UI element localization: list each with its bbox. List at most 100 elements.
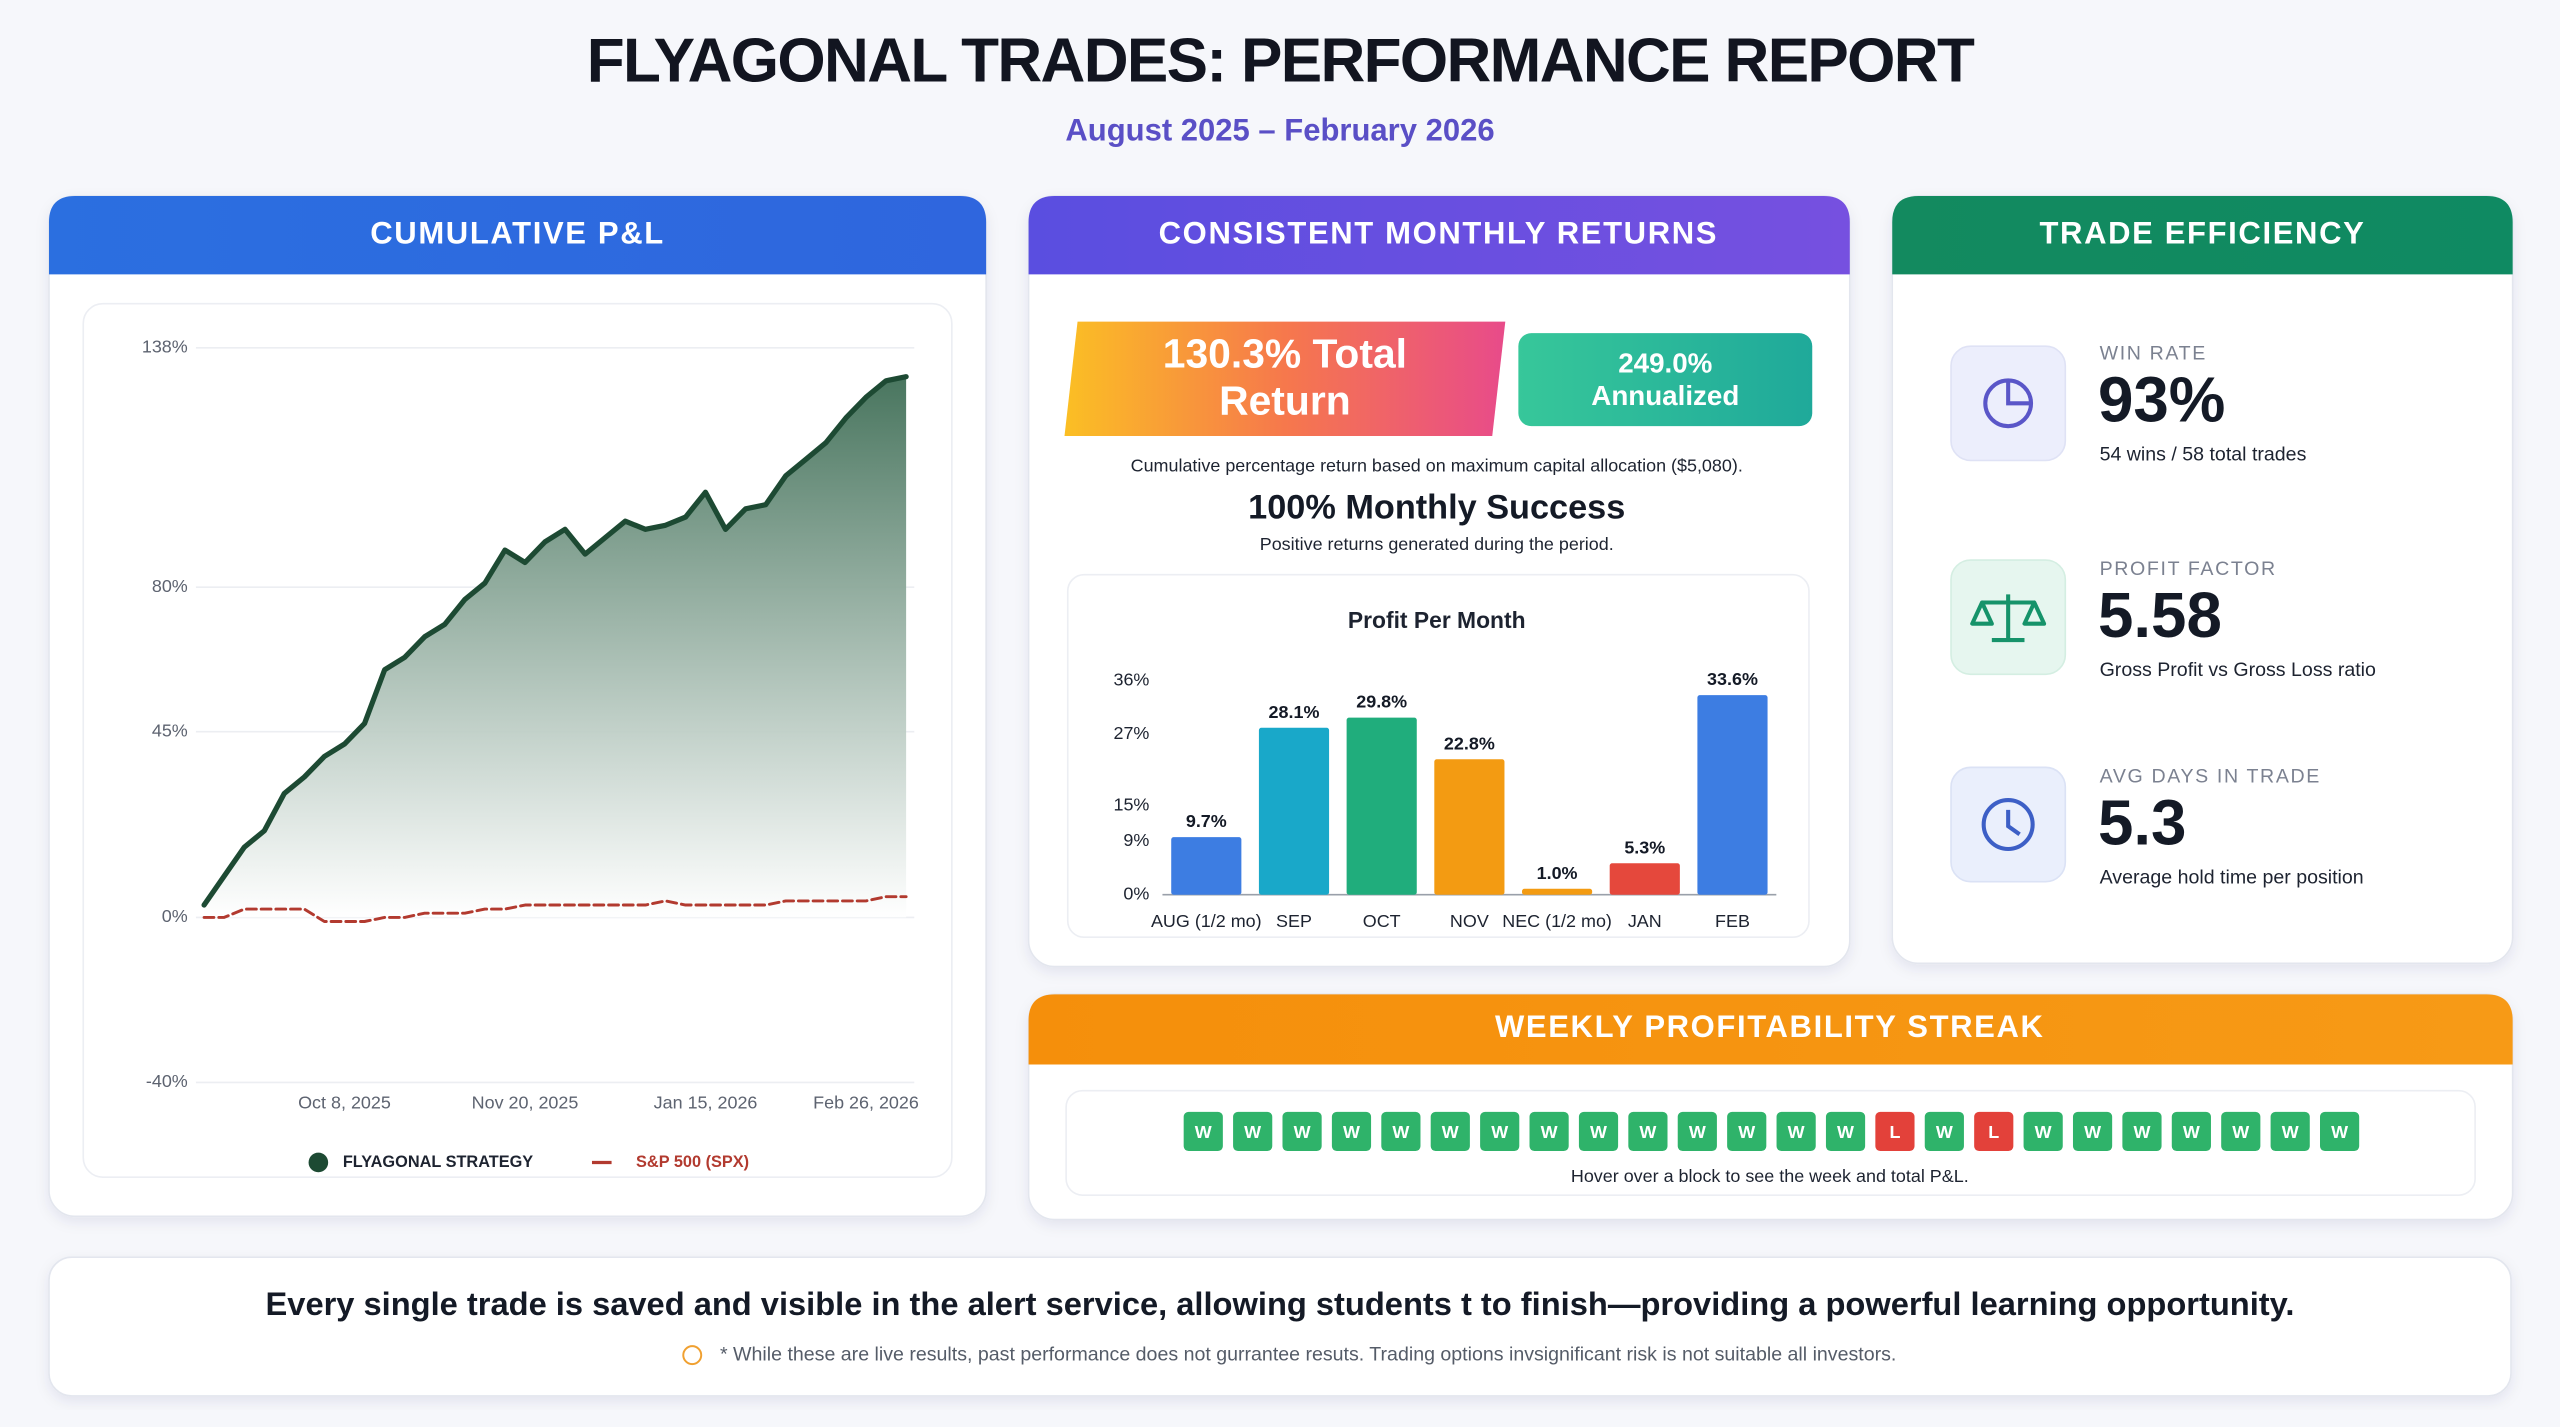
x-tick-label: OCT xyxy=(1363,911,1401,931)
week-block[interactable]: W xyxy=(1825,1111,1866,1152)
week-block-label[interactable]: W xyxy=(1936,1122,1953,1142)
week-block-label[interactable]: W xyxy=(2232,1122,2249,1142)
week-block-bg[interactable] xyxy=(2023,1111,2063,1152)
bar-chart: 36% 27% 15% 9% 0% 9.7% AUG (1/2 mo) 28.1% SEP 29.… xyxy=(1113,669,1777,931)
week-block-bg[interactable] xyxy=(1529,1111,1569,1152)
week-block-label[interactable]: W xyxy=(2331,1122,2348,1142)
week-block-label[interactable]: W xyxy=(2282,1122,2299,1142)
week-block-bg[interactable] xyxy=(1381,1111,1421,1152)
week-block[interactable]: W xyxy=(1183,1111,1223,1152)
x-tick-label: NOV xyxy=(1450,911,1489,931)
week-block[interactable]: W xyxy=(2221,1111,2261,1152)
week-block-bg[interactable] xyxy=(2270,1111,2310,1152)
footer-card xyxy=(48,1256,2512,1397)
week-block-label[interactable]: W xyxy=(2035,1122,2052,1142)
week-block-bg[interactable] xyxy=(2320,1111,2360,1152)
total-badge-box: 130.3% Total Return xyxy=(1163,332,1407,425)
y-tick-label: 36% xyxy=(1113,670,1149,690)
week-block-bg[interactable] xyxy=(1677,1111,1717,1152)
week-block-label[interactable]: L xyxy=(1988,1122,1999,1142)
success-note: Positive returns generated during the pe… xyxy=(1260,534,1614,554)
card-header xyxy=(1028,195,1850,275)
week-block[interactable]: W xyxy=(1677,1111,1717,1152)
week-block[interactable]: W xyxy=(2122,1111,2162,1152)
week-block-bg[interactable] xyxy=(1825,1111,1866,1152)
week-block[interactable]: W xyxy=(1924,1111,1964,1152)
x-tick-label: FEB xyxy=(1715,911,1750,931)
week-block-bg[interactable] xyxy=(1183,1111,1223,1152)
week-block-label[interactable]: W xyxy=(1590,1122,1607,1142)
week-block[interactable]: W xyxy=(1529,1111,1569,1152)
week-block[interactable]: W xyxy=(2270,1111,2310,1152)
week-block[interactable]: W xyxy=(2320,1111,2360,1152)
streak-hint: Hover over a block to see the week and t… xyxy=(1571,1166,1969,1186)
week-block-bg[interactable] xyxy=(1282,1111,1322,1152)
week-block-bg[interactable] xyxy=(1331,1111,1372,1152)
bar-value-label: 5.3% xyxy=(1624,837,1665,857)
card-title: CONSISTENT MONTHLY RETURNS xyxy=(1159,215,1718,250)
week-block-label[interactable]: W xyxy=(1689,1122,1706,1142)
week-block-bg[interactable] xyxy=(1875,1111,1915,1152)
week-block[interactable]: W xyxy=(2023,1111,2063,1152)
line-chart: 138% 80% 45% 0% -40% Oct 8, 2025 Nov 20, 2025 J… xyxy=(142,337,919,1173)
week-block-label[interactable]: W xyxy=(1837,1122,1854,1142)
week-block-label[interactable]: W xyxy=(1294,1122,1311,1142)
week-block-label[interactable]: W xyxy=(1738,1122,1755,1142)
week-block-bg[interactable] xyxy=(1430,1111,1470,1152)
week-block-label[interactable]: L xyxy=(1889,1122,1900,1142)
week-block[interactable]: W xyxy=(1430,1111,1470,1152)
week-block-label[interactable]: W xyxy=(1343,1122,1360,1142)
week-block-bg[interactable] xyxy=(2072,1111,2113,1152)
week-block[interactable]: W xyxy=(1480,1111,1520,1152)
week-block[interactable]: W xyxy=(1578,1111,1619,1152)
week-block[interactable]: W xyxy=(1727,1111,1767,1152)
week-block-label[interactable]: W xyxy=(1639,1122,1656,1142)
week-block-label[interactable]: W xyxy=(1195,1122,1212,1142)
metric-note: Gross Profit vs Gross Loss ratio xyxy=(2100,659,2376,681)
annualized-return: 249.0% Annualized xyxy=(1591,347,1740,411)
week-block-bg[interactable] xyxy=(1727,1111,1767,1152)
week-block[interactable]: W xyxy=(1381,1111,1421,1152)
bar xyxy=(1258,727,1330,895)
metric-value: 93% xyxy=(2098,365,2225,436)
week-block-label[interactable]: W xyxy=(1491,1122,1508,1142)
week-block-label[interactable]: W xyxy=(1244,1122,1261,1142)
week-block-bg[interactable] xyxy=(2171,1111,2211,1152)
page-subtitle: August 2025 – February 2026 xyxy=(1065,112,1494,147)
week-block-bg[interactable] xyxy=(2221,1111,2261,1152)
week-block[interactable]: W xyxy=(2171,1111,2211,1152)
week-block-label[interactable]: W xyxy=(1442,1122,1459,1142)
week-block[interactable]: L xyxy=(1974,1111,2014,1152)
week-block[interactable]: W xyxy=(1776,1111,1816,1152)
line-area xyxy=(204,376,907,918)
week-block-label[interactable]: W xyxy=(2134,1122,2151,1142)
week-block[interactable]: L xyxy=(1875,1111,1915,1152)
week-block-bg[interactable] xyxy=(1776,1111,1816,1152)
week-block-label[interactable]: W xyxy=(1541,1122,1558,1142)
bar-value-label: 22.8% xyxy=(1444,733,1495,753)
week-block-label[interactable]: W xyxy=(1788,1122,1805,1142)
week-block-bg[interactable] xyxy=(1578,1111,1619,1152)
success-headline: 100% Monthly Success xyxy=(1248,488,1625,526)
week-block-bg[interactable] xyxy=(1233,1111,1273,1152)
week-block-label[interactable]: W xyxy=(2084,1122,2101,1142)
week-block[interactable]: W xyxy=(1282,1111,1322,1152)
metric-note: 54 wins / 58 total trades xyxy=(2100,444,2307,466)
week-block[interactable]: W xyxy=(1331,1111,1372,1152)
bar-value-label: 1.0% xyxy=(1537,863,1578,883)
week-block-bg[interactable] xyxy=(1924,1111,1964,1152)
y-tick-label: 80% xyxy=(152,576,188,596)
week-block[interactable]: W xyxy=(2072,1111,2113,1152)
week-block-bg[interactable] xyxy=(2122,1111,2162,1152)
week-block-bg[interactable] xyxy=(1628,1111,1668,1152)
week-block-label[interactable]: W xyxy=(2183,1122,2200,1142)
bar xyxy=(1609,863,1680,895)
week-block[interactable]: W xyxy=(1628,1111,1668,1152)
y-tick-label: 27% xyxy=(1113,723,1149,743)
week-block[interactable]: W xyxy=(1233,1111,1273,1152)
week-block-bg[interactable] xyxy=(1974,1111,2014,1152)
week-block-bg[interactable] xyxy=(1480,1111,1520,1152)
week-block-label[interactable]: W xyxy=(1392,1122,1409,1142)
